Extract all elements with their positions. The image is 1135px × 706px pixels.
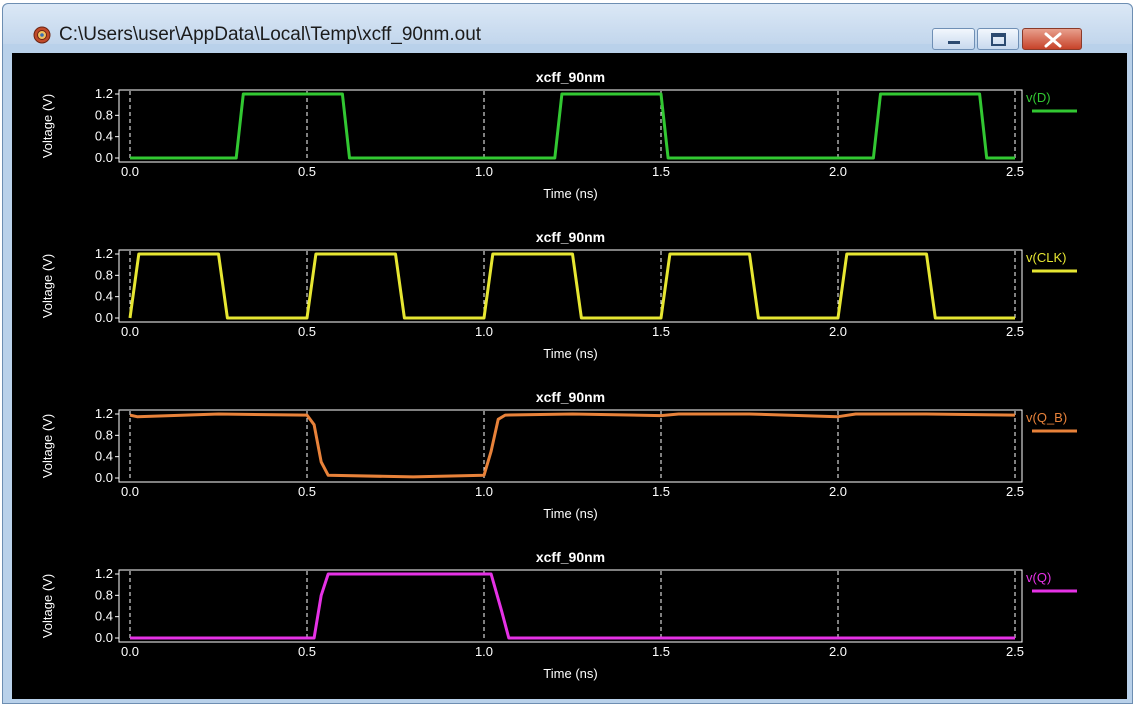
plot-area: xcff_90nm 0.0 0.5 1.0 1.5 2.0 2.5 1.2 0.8 0.4 0.0 V… xyxy=(12,53,1127,699)
x-tick-label: 2.0 xyxy=(829,164,847,179)
y-tick-label: 0.4 xyxy=(95,129,113,144)
x-tick-label: 1.5 xyxy=(652,324,670,339)
plot-frame xyxy=(118,569,1023,643)
x-tick-label: 1.0 xyxy=(475,324,493,339)
x-tick-label: 0.0 xyxy=(121,644,139,659)
x-tick-label: 0.0 xyxy=(121,324,139,339)
x-tick-label: 1.5 xyxy=(652,644,670,659)
y-tick-label: 0.8 xyxy=(95,587,113,602)
y-tick-label: 0.8 xyxy=(95,267,113,282)
maximize-icon xyxy=(991,33,1006,46)
legend-label: v(Q_B) xyxy=(1026,410,1067,425)
y-tick-label: 0.0 xyxy=(95,310,113,325)
x-tick-label: 1.5 xyxy=(652,164,670,179)
chart-title: xcff_90nm xyxy=(536,389,605,405)
x-tick-label: 0.5 xyxy=(298,164,316,179)
x-tick-label: 2.5 xyxy=(1006,164,1024,179)
x-axis-label: Time (ns) xyxy=(543,506,597,521)
maximize-button[interactable] xyxy=(977,28,1019,50)
x-tick-label: 0.5 xyxy=(298,324,316,339)
chart-3: xcff_90nm 0.0 0.5 1.0 1.5 2.0 2.5 1.2 0.8 0.4 0.0 V… xyxy=(40,389,1077,521)
y-tick-label: 0.4 xyxy=(95,609,113,624)
x-tick-label: 2.5 xyxy=(1006,644,1024,659)
x-axis-label: Time (ns) xyxy=(543,666,597,681)
x-axis-label: Time (ns) xyxy=(543,186,597,201)
series-line xyxy=(129,412,1016,479)
x-tick-label: 2.0 xyxy=(829,324,847,339)
x-axis-label: Time (ns) xyxy=(543,346,597,361)
legend-label: v(D) xyxy=(1026,90,1051,105)
x-tick-label: 0.0 xyxy=(121,164,139,179)
y-tick-label: 0.8 xyxy=(95,427,113,442)
x-tick-label: 2.0 xyxy=(829,484,847,499)
series-line xyxy=(130,572,1015,640)
y-axis-label: Voltage (V) xyxy=(40,94,55,158)
y-tick-label: 0.0 xyxy=(95,630,113,645)
plot-frame xyxy=(118,89,1023,163)
chart-1: xcff_90nm 0.0 0.5 1.0 1.5 2.0 2.5 1.2 0.8 0.4 0.0 V… xyxy=(40,69,1077,201)
y-tick-label: 1.2 xyxy=(95,566,113,581)
y-tick-label: 0.8 xyxy=(95,107,113,122)
x-tick-label: 1.5 xyxy=(652,484,670,499)
minimize-button[interactable] xyxy=(932,28,975,50)
minimize-icon xyxy=(948,41,960,44)
close-icon xyxy=(1044,32,1062,48)
chart-title: xcff_90nm xyxy=(536,69,605,85)
chart-title: xcff_90nm xyxy=(536,549,605,565)
chart-4: xcff_90nm 0.0 0.5 1.0 1.5 2.0 2.5 1.2 0.8 0.4 0.0 V… xyxy=(40,549,1077,681)
chart-2: xcff_90nm 0.0 0.5 1.0 1.5 2.0 2.5 1.2 0.8 0.4 0.0 V… xyxy=(40,229,1077,361)
y-axis-label: Voltage (V) xyxy=(40,574,55,638)
x-tick-label: 2.0 xyxy=(829,644,847,659)
x-tick-label: 0.0 xyxy=(121,484,139,499)
y-tick-label: 1.2 xyxy=(95,406,113,421)
x-tick-label: 2.5 xyxy=(1006,324,1024,339)
x-tick-label: 2.5 xyxy=(1006,484,1024,499)
x-tick-label: 1.0 xyxy=(475,164,493,179)
title-bar[interactable]: C:\Users\user\AppData\Local\Temp\xcff_90… xyxy=(3,4,1132,45)
y-tick-label: 0.4 xyxy=(95,449,113,464)
app-gear-icon[interactable] xyxy=(33,26,51,44)
window-title: C:\Users\user\AppData\Local\Temp\xcff_90… xyxy=(59,24,482,45)
x-tick-label: 1.0 xyxy=(475,644,493,659)
y-tick-label: 0.0 xyxy=(95,150,113,165)
legend-label: v(Q) xyxy=(1026,570,1051,585)
plot-frame xyxy=(118,249,1023,323)
plot-frame xyxy=(118,409,1023,483)
waveform-plots: xcff_90nm 0.0 0.5 1.0 1.5 2.0 2.5 1.2 0.8 0.4 0.0 V… xyxy=(40,69,1077,681)
close-button[interactable] xyxy=(1022,28,1082,50)
x-tick-label: 1.0 xyxy=(475,484,493,499)
waveform-window: C:\Users\user\AppData\Local\Temp\xcff_90… xyxy=(2,3,1133,704)
y-tick-label: 0.0 xyxy=(95,470,113,485)
series-line xyxy=(130,92,1015,160)
x-tick-label: 0.5 xyxy=(298,484,316,499)
legend-label: v(CLK) xyxy=(1026,250,1066,265)
x-tick-label: 0.5 xyxy=(298,644,316,659)
series-line xyxy=(128,252,1015,320)
chart-title: xcff_90nm xyxy=(536,229,605,245)
y-tick-label: 0.4 xyxy=(95,289,113,304)
y-tick-label: 1.2 xyxy=(95,86,113,101)
y-tick-label: 1.2 xyxy=(95,246,113,261)
y-axis-label: Voltage (V) xyxy=(40,414,55,478)
y-axis-label: Voltage (V) xyxy=(40,254,55,318)
